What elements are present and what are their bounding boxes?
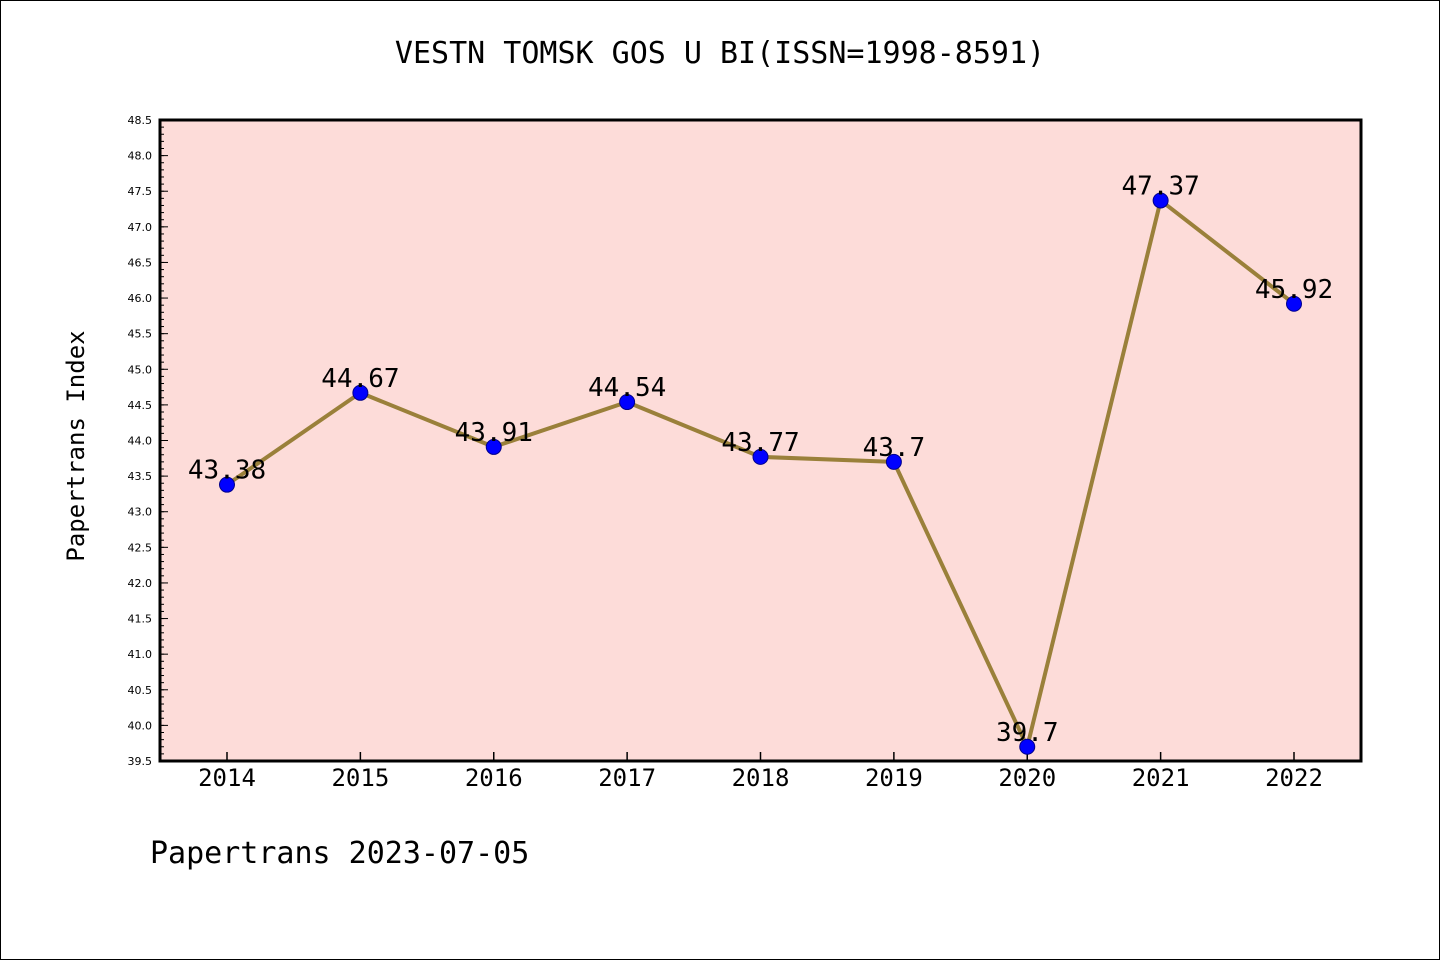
y-tick-label: 47.5: [128, 185, 153, 198]
y-tick-label: 45.5: [128, 328, 153, 341]
data-labels: 43.38 44.67 43.91 44.54 43.77 43.7 39.7 47.37 45…: [188, 171, 1333, 747]
y-tick-label: 41.0: [128, 648, 153, 661]
y-tick-label: 48.5: [128, 114, 153, 127]
y-tick-label: 44.0: [128, 435, 153, 448]
x-tick-label: 2015: [331, 764, 389, 792]
data-point: [1019, 738, 1036, 755]
x-tick-label: 2014: [198, 764, 256, 792]
y-axis: 39.5 40.0 40.5 41.0 41.5 42.0 42.5 43.0 43.5 44.0…: [128, 114, 168, 768]
y-tick-label: 42.5: [128, 541, 153, 554]
data-markers: [219, 192, 1302, 755]
data-point: [619, 394, 636, 411]
y-tick-label: 45.0: [128, 363, 153, 376]
data-label: 43.7: [863, 433, 926, 463]
data-point: [752, 448, 769, 465]
data-label: 44.67: [321, 364, 399, 394]
x-tick-label: 2017: [598, 764, 656, 792]
plot-area: [158, 118, 1363, 763]
x-tick-label: 2019: [865, 764, 923, 792]
y-tick-label: 48.0: [128, 150, 153, 163]
data-label: 43.91: [455, 418, 533, 448]
y-tick-label: 46.0: [128, 292, 153, 305]
x-tick-label: 2018: [732, 764, 790, 792]
data-label: 43.38: [188, 456, 266, 486]
y-tick-label: 40.0: [128, 719, 153, 732]
data-label: 45.92: [1255, 275, 1333, 305]
data-point: [885, 453, 902, 470]
y-tick-label: 47.0: [128, 221, 153, 234]
data-point: [352, 384, 369, 401]
x-axis: 2014 2015 2016 2017 2018 2019 2020 2021 2022: [198, 752, 1323, 792]
x-tick-label: 2020: [998, 764, 1056, 792]
x-tick-label: 2016: [465, 764, 523, 792]
data-label: 43.77: [721, 428, 799, 458]
data-point: [1152, 192, 1169, 209]
y-tick-label: 46.5: [128, 256, 153, 269]
data-label: 47.37: [1121, 171, 1199, 201]
data-point: [219, 476, 235, 493]
y-tick-label: 44.5: [128, 399, 153, 412]
y-tick-label: 43.0: [128, 506, 153, 519]
data-label: 44.54: [588, 373, 666, 403]
chart-title: VESTN TOMSK GOS U BI(ISSN=1998-8591): [394, 36, 1046, 71]
footer-note: Papertrans 2023-07-05: [150, 836, 530, 871]
data-label: 39.7: [996, 718, 1059, 748]
y-tick-label: 39.5: [128, 755, 153, 768]
x-tick-label: 2021: [1132, 764, 1190, 792]
data-point: [485, 438, 502, 455]
y-tick-label: 41.5: [128, 613, 153, 626]
y-tick-label: 40.5: [128, 684, 153, 697]
y-tick-label: 42.0: [128, 577, 153, 590]
x-tick-label: 2022: [1265, 764, 1323, 792]
data-point: [1286, 295, 1302, 312]
y-tick-label: 43.5: [128, 470, 153, 483]
